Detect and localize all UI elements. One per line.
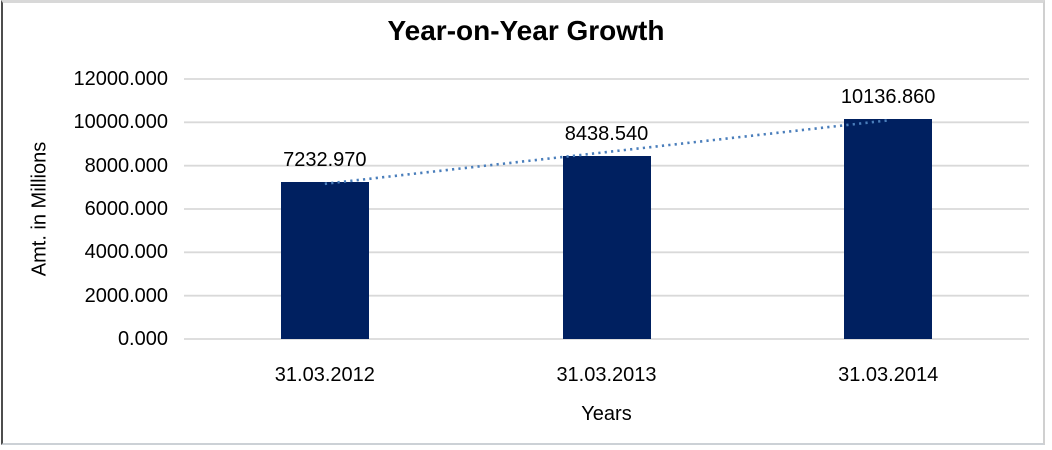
y-axis-tick-label: 10000.000 (73, 111, 168, 134)
bar (562, 156, 651, 339)
x-axis-title: Years (581, 403, 632, 425)
chart-title: Year-on-Year Growth (387, 15, 665, 46)
y-axis-tick-label: 8000.000 (84, 154, 168, 177)
bar (844, 119, 933, 339)
bar-value-label: 7232.970 (283, 149, 367, 172)
bar (280, 182, 369, 339)
y-axis-tick-label: 2000.000 (84, 284, 168, 307)
y-axis-tick-label: 4000.000 (84, 241, 168, 264)
x-axis-label: 31.03.2012 (274, 364, 375, 386)
y-axis-tick-label: 0.000 (117, 328, 168, 350)
x-axis-label: 31.03.2014 (838, 364, 939, 386)
y-axis-tick-label: 12000.000 (73, 68, 168, 90)
y-axis-tick-labels: 0.000 2000.000 4000.000 6000.000 8000.000 100… (0, 0, 168, 450)
y-axis-tick-label: 6000.000 (84, 198, 168, 220)
bar-value-label: 10136.860 (840, 86, 936, 109)
x-axis-label: 31.03.2013 (556, 364, 657, 386)
bar-value-label: 8438.540 (564, 123, 649, 146)
